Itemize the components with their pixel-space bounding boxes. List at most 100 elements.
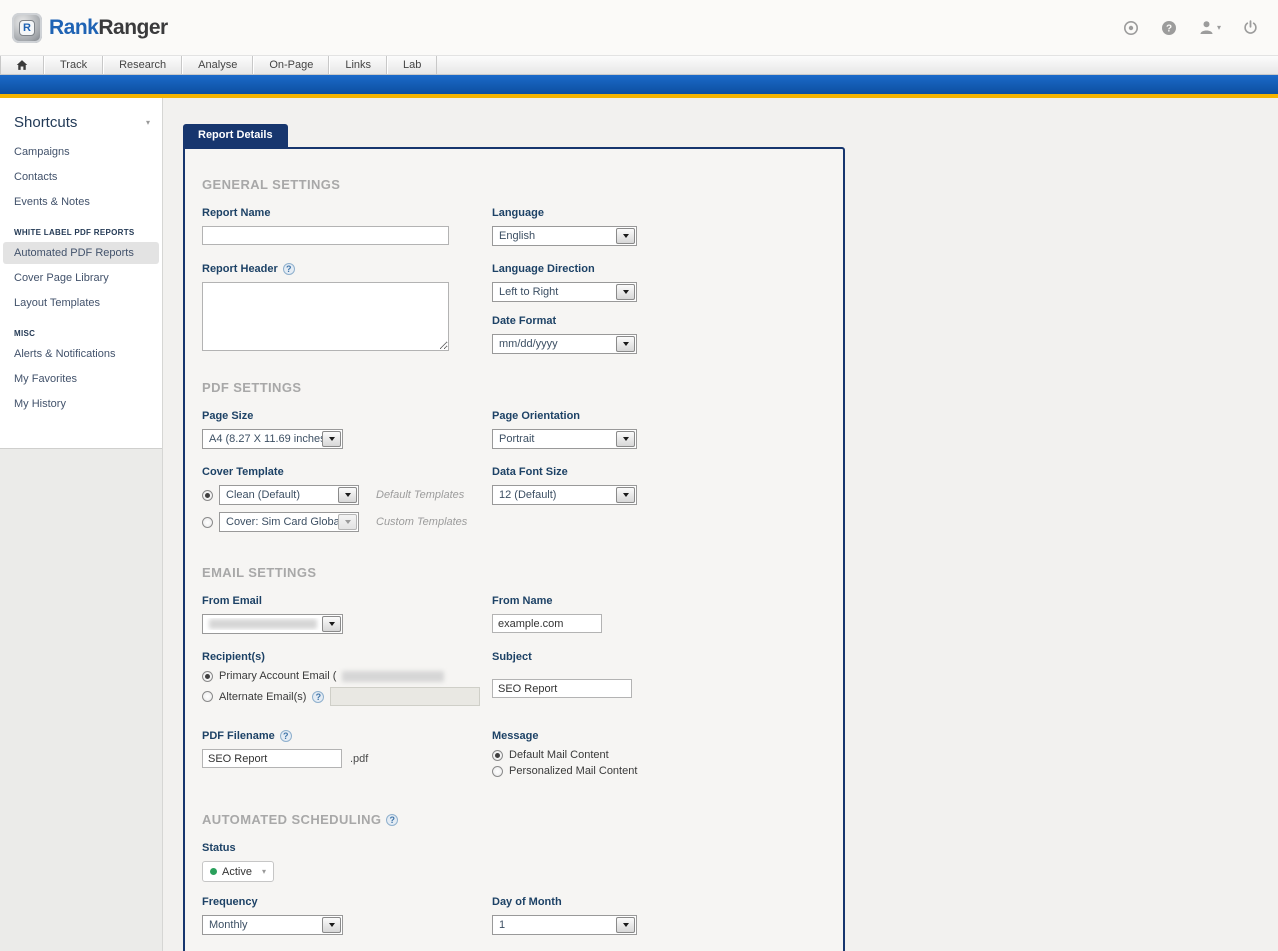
automated-scheduling-help-icon[interactable]: ? xyxy=(386,813,399,826)
sidebar-collapse-icon[interactable]: ▾ xyxy=(145,118,150,127)
nav-tab-analyse[interactable]: Analyse xyxy=(182,56,254,74)
language-direction-select[interactable]: Left to Right xyxy=(492,282,637,302)
date-format-select[interactable]: mm/dd/yyyy xyxy=(492,334,637,354)
language-direction-select-arrow-icon xyxy=(616,284,635,300)
subject-label: Subject xyxy=(492,651,532,663)
cover-default-select[interactable]: Clean (Default) xyxy=(219,485,359,505)
data-font-size-select[interactable]: 12 (Default) xyxy=(492,485,637,505)
status-select[interactable]: Active ▾ xyxy=(202,861,274,882)
primary-email-radio[interactable] xyxy=(202,670,213,682)
date-format-select-value: mm/dd/yyyy xyxy=(499,338,558,350)
sidebar-item-contacts[interactable]: Contacts xyxy=(14,171,58,183)
language-direction-select-value: Left to Right xyxy=(499,286,559,298)
sidebar-item-cover-page-library[interactable]: Cover Page Library xyxy=(14,272,109,284)
alternate-email-label: Alternate Email(s) xyxy=(219,690,307,703)
message-label: Message xyxy=(492,730,539,742)
cover-default-radio[interactable] xyxy=(202,489,213,501)
help-icon[interactable]: ? xyxy=(1161,20,1177,36)
nav-tab-track[interactable]: Track xyxy=(44,56,104,74)
pdf-filename-input[interactable] xyxy=(202,749,342,768)
automated-scheduling-heading: AUTOMATED SCHEDULING xyxy=(202,812,382,827)
nav-tab-on-page[interactable]: On-Page xyxy=(253,56,330,74)
language-select-value: English xyxy=(499,230,536,242)
user-menu-icon[interactable]: ▾ xyxy=(1199,20,1221,35)
language-select[interactable]: English xyxy=(492,226,637,246)
alternate-email-help-icon[interactable]: ? xyxy=(312,690,325,703)
page-orientation-select-value: Portrait xyxy=(499,433,535,445)
pdf-settings-heading: PDF SETTINGS xyxy=(202,380,302,395)
nav-tab-research[interactable]: Research xyxy=(103,56,183,74)
from-name-input[interactable] xyxy=(492,614,602,633)
sidebar-item-alerts-notifications[interactable]: Alerts & Notifications xyxy=(14,348,116,360)
brand-logo[interactable]: R RankRanger xyxy=(12,12,168,43)
default-templates-caption: Default Templates xyxy=(376,489,465,501)
language-direction-label: Language Direction xyxy=(492,263,595,275)
from-email-select-arrow-icon xyxy=(322,616,341,632)
sidebar-item-events-notes[interactable]: Events & Notes xyxy=(14,196,90,208)
report-header-help-icon[interactable]: ? xyxy=(282,263,295,275)
sidebar-title: Shortcuts xyxy=(14,114,78,131)
sidebar-item-layout-templates[interactable]: Layout Templates xyxy=(14,297,101,309)
tab-report-details[interactable]: Report Details xyxy=(183,124,288,147)
status-select-caret-icon: ▾ xyxy=(261,867,266,876)
general-settings-heading: GENERAL SETTINGS xyxy=(202,177,341,192)
header-icon-group: ? ▾ xyxy=(1123,20,1258,36)
nav-tab-links[interactable]: Links xyxy=(329,56,388,74)
home-icon xyxy=(16,60,28,70)
page-size-select[interactable]: A4 (8.27 X 11.69 inches) xyxy=(202,429,343,449)
from-email-select-value xyxy=(203,618,322,630)
nav-tab-lab[interactable]: Lab xyxy=(387,56,438,74)
page-size-select-arrow-icon xyxy=(322,431,341,447)
app-header: R RankRanger ? ▾ xyxy=(0,0,1278,55)
data-font-size-select-value: 12 (Default) xyxy=(499,489,557,501)
pdf-filename-help-icon[interactable]: ? xyxy=(279,730,292,742)
page-size-select-value: A4 (8.27 X 11.69 inches) xyxy=(209,433,322,445)
report-header-label: Report Header xyxy=(202,263,278,275)
data-font-size-select-arrow-icon xyxy=(616,487,635,503)
status-active-dot-icon xyxy=(210,868,217,875)
alternate-email-input[interactable] xyxy=(330,687,481,706)
message-default-radio[interactable] xyxy=(492,749,503,761)
message-personalized-radio[interactable] xyxy=(492,765,503,777)
sidebar-item-campaigns[interactable]: Campaigns xyxy=(14,146,70,158)
alternate-email-radio[interactable] xyxy=(202,691,213,702)
pdf-filename-label: PDF Filename xyxy=(202,730,275,742)
email-settings-heading: EMAIL SETTINGS xyxy=(202,565,317,580)
subject-input[interactable] xyxy=(492,679,632,698)
sidebar-section-misc: MISC xyxy=(14,329,36,338)
target-icon[interactable] xyxy=(1123,20,1139,36)
sidebar-section-white-label: WHITE LABEL PDF REPORTS xyxy=(14,228,135,237)
frequency-select-value: Monthly xyxy=(209,919,248,931)
logout-icon[interactable] xyxy=(1243,20,1258,35)
page-orientation-select-arrow-icon xyxy=(616,431,635,447)
message-personalized-label: Personalized Mail Content xyxy=(509,765,638,777)
report-name-input[interactable] xyxy=(202,226,449,245)
day-of-month-select-arrow-icon xyxy=(616,917,635,933)
main-nav: Track Research Analyse On-Page Links Lab xyxy=(0,55,1278,75)
brand-name: RankRanger xyxy=(49,16,168,40)
day-of-month-select[interactable]: 1 xyxy=(492,915,637,935)
report-header-textarea[interactable] xyxy=(202,282,449,351)
page-orientation-select[interactable]: Portrait xyxy=(492,429,637,449)
sidebar-item-my-history[interactable]: My History xyxy=(14,398,66,410)
frequency-label: Frequency xyxy=(202,896,258,908)
cover-custom-radio[interactable] xyxy=(202,516,213,528)
day-of-month-select-value: 1 xyxy=(499,919,506,931)
sidebar-item-my-favorites[interactable]: My Favorites xyxy=(14,373,77,385)
message-default-label: Default Mail Content xyxy=(509,749,609,761)
brand-name-ranger: Ranger xyxy=(98,15,168,39)
cover-custom-select[interactable]: Cover: Sim Card Global xyxy=(219,512,359,532)
from-name-label: From Name xyxy=(492,595,553,607)
data-font-size-label: Data Font Size xyxy=(492,466,568,478)
custom-templates-caption: Custom Templates xyxy=(376,516,468,528)
primary-email-label: Primary Account Email ( xyxy=(219,670,337,682)
language-label: Language xyxy=(492,207,544,219)
sidebar: Shortcuts ▾ Campaigns Contacts Events & … xyxy=(0,98,163,951)
cover-custom-select-value: Cover: Sim Card Global xyxy=(226,516,338,528)
cover-template-label: Cover Template xyxy=(202,466,284,478)
nav-tab-home[interactable] xyxy=(0,56,44,74)
frequency-select[interactable]: Monthly xyxy=(202,915,343,935)
sidebar-item-automated-pdf-reports[interactable]: Automated PDF Reports xyxy=(3,242,159,264)
from-email-select[interactable] xyxy=(202,614,343,634)
brand-name-rank: Rank xyxy=(49,15,99,39)
